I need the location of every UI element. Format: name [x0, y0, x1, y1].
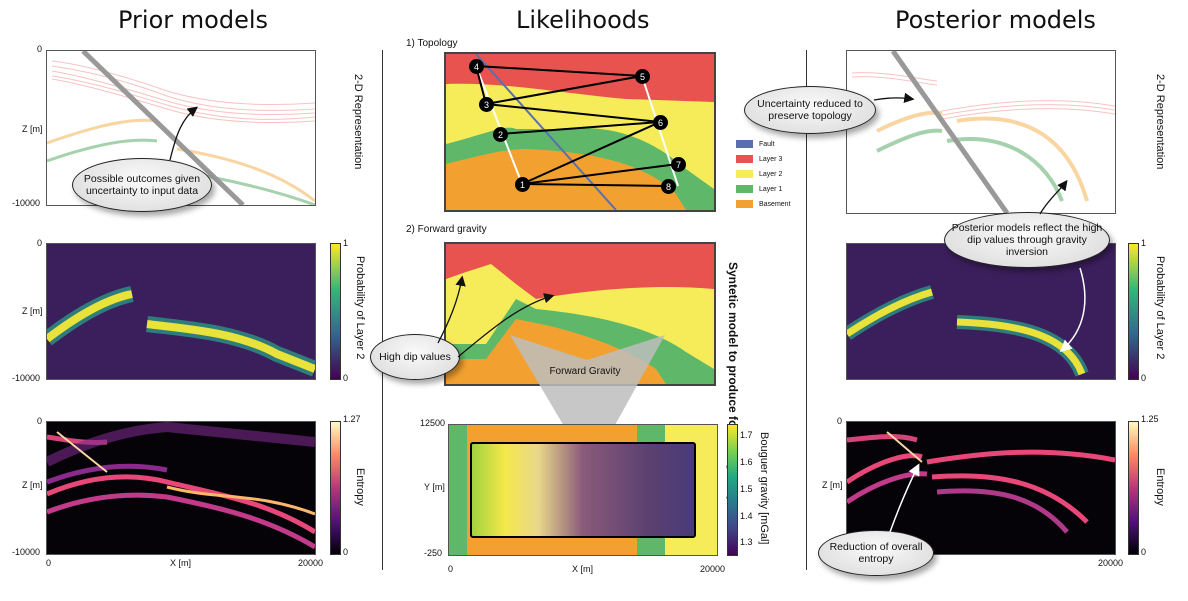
column-separator-right — [806, 50, 807, 570]
prior-probability-plot — [46, 243, 316, 380]
gravity-cbar-tick-5: 1.3 — [740, 537, 753, 547]
high-dip-callout: High dip values — [370, 334, 460, 380]
posterior-entropy-cbar-max: 1.25 — [1141, 414, 1159, 424]
prior-entropy-z-top-tick: 0 — [37, 416, 43, 426]
posterior-probability-plot — [846, 243, 1116, 380]
legend-layer-2: Layer 2 — [736, 170, 782, 178]
prior-entropy-plot — [46, 421, 316, 555]
gravity-cbar-tick-4: 1.4 — [740, 511, 753, 521]
posterior-entropy-z-axis-label: Z [m] — [822, 480, 843, 490]
gravity-cbar-tick-1: 1.7 — [740, 430, 753, 440]
prior-entropy-cbar-min: 0 — [343, 547, 349, 557]
topology-node-2: 2 — [493, 127, 508, 142]
posterior-x-max-tick: 20000 — [1098, 558, 1124, 568]
legend-fault: Fault — [736, 140, 775, 148]
topology-node-1: 1 — [515, 177, 530, 192]
entropy-reduction-callout: Reduction of overall entropy — [818, 530, 934, 576]
topology-node-7: 7 — [671, 157, 686, 172]
gravity-y-bottom-tick: -250 — [424, 548, 443, 558]
gravity-cbar-tick-3: 1.5 — [740, 484, 753, 494]
gravity-x-axis-label: X [m] — [572, 564, 594, 574]
likelihoods-title: Likelihoods — [516, 6, 650, 34]
gravity-cbar-tick-2: 1.6 — [740, 457, 753, 467]
bouguer-gravity-map — [448, 424, 718, 556]
topology-section-label: 1) Topology — [406, 38, 458, 49]
prior-x-min-tick: 0 — [46, 558, 52, 568]
posterior-entropy-colorbar — [1128, 421, 1139, 555]
forward-gravity-label: Forward Gravity — [549, 366, 621, 377]
gravity-colorbar — [727, 424, 738, 556]
legend-layer-3: Layer 3 — [736, 155, 782, 163]
uncertainty-reduced-callout: Uncertainty reduced to preserve topology — [744, 86, 876, 134]
legend-layer-1: Layer 1 — [736, 185, 782, 193]
prior-entropy-z-axis-label: Z [m] — [22, 480, 43, 490]
topology-node-8: 8 — [661, 179, 676, 194]
forward-gravity-section-label: 2) Forward gravity — [406, 224, 487, 235]
prior-probability-colorbar — [330, 243, 341, 380]
posterior-reflect-callout: Posterior models reflect the high dip va… — [944, 212, 1110, 268]
posterior-models-title: Posterior models — [895, 6, 1096, 34]
prior-z-top-tick: 0 — [37, 44, 43, 54]
prior-models-title: Prior models — [118, 6, 268, 34]
topology-node-5: 5 — [635, 69, 650, 84]
gravity-x-min-tick: 0 — [448, 564, 454, 574]
prior-z-axis-label: Z [m] — [22, 124, 43, 134]
prior-entropy-z-bottom-tick: -10000 — [12, 547, 41, 557]
posterior-entropy-z-top-tick: 0 — [837, 416, 843, 426]
gravity-y-top-tick: 12500 — [420, 418, 446, 428]
prior-entropy-cbar-max: 1.27 — [343, 414, 361, 424]
topology-node-3: 3 — [479, 97, 494, 112]
prior-entropy-colorbar — [330, 421, 341, 555]
possible-outcomes-callout: Possible outcomes given uncertainty to i… — [72, 158, 212, 212]
posterior-2d-representation-plot — [846, 50, 1116, 214]
topology-node-6: 6 — [653, 115, 668, 130]
prior-x-axis-label: X [m] — [170, 558, 192, 568]
gravity-x-max-tick: 20000 — [700, 564, 726, 574]
prior-prob-z-bottom-tick: -10000 — [12, 373, 41, 383]
legend-basement: Basement — [736, 200, 791, 208]
posterior-probability-colorbar — [1128, 243, 1139, 380]
prior-prob-z-top-tick: 0 — [37, 238, 43, 248]
posterior-prob-cbar-min: 0 — [1141, 373, 1147, 383]
posterior-prob-cbar-max: 1 — [1141, 238, 1147, 248]
column-separator-left — [382, 50, 383, 570]
prior-prob-cbar-max: 1 — [343, 238, 349, 248]
topology-node-4: 4 — [469, 59, 484, 74]
gravity-y-axis-label: Y [m] — [424, 482, 445, 492]
topology-graph-plot: 1 2 3 4 5 6 7 8 — [444, 52, 716, 212]
posterior-entropy-cbar-min: 0 — [1141, 547, 1147, 557]
forward-gravity-arrow — [510, 335, 665, 470]
prior-x-max-tick: 20000 — [298, 558, 324, 568]
prior-prob-cbar-min: 0 — [343, 373, 349, 383]
prior-prob-z-axis-label: Z [m] — [22, 306, 43, 316]
prior-z-bottom-tick: -10000 — [12, 198, 41, 208]
